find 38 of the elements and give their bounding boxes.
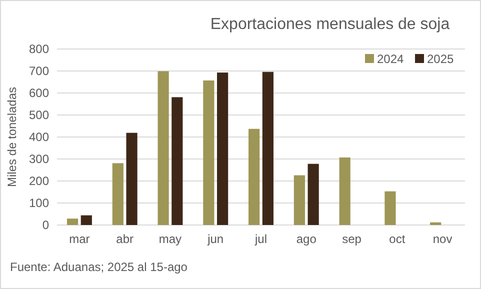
- bar: [217, 72, 228, 225]
- bar: [294, 175, 305, 225]
- chart-title: Exportaciones mensuales de soja: [210, 16, 450, 33]
- x-tick-label: sep: [342, 232, 362, 246]
- bar: [248, 128, 260, 225]
- x-tick-label: abr: [116, 232, 134, 246]
- y-tick-label: 600: [28, 86, 50, 100]
- y-tick-label: 200: [28, 174, 50, 188]
- legend-label: 2024: [377, 52, 404, 66]
- x-tick-label: mar: [69, 232, 90, 246]
- x-tick-label: nov: [432, 232, 452, 246]
- y-tick-label: 100: [28, 196, 50, 210]
- y-axis-title: Miles de toneladas: [5, 86, 19, 188]
- x-tick-label: may: [158, 232, 182, 246]
- y-tick-label: 0: [42, 218, 50, 232]
- x-tick-label: ago: [296, 232, 317, 246]
- x-tick-label: oct: [389, 232, 406, 246]
- y-tick-label: 500: [28, 108, 50, 122]
- y-tick-label: 300: [28, 152, 50, 166]
- x-tick-label: jun: [206, 232, 224, 246]
- bar: [112, 163, 124, 225]
- x-tick-label: jul: [254, 232, 268, 246]
- y-tick-label: 400: [28, 130, 50, 144]
- bar: [339, 157, 350, 225]
- bar: [80, 215, 92, 225]
- bar: [308, 164, 319, 225]
- source-note: Fuente: Aduanas; 2025 al 15-ago: [10, 260, 188, 274]
- bar: [158, 71, 169, 225]
- legend-label: 2025: [427, 52, 454, 66]
- bar: [126, 132, 138, 225]
- bar: [384, 191, 396, 225]
- bar: [430, 222, 442, 225]
- bar: [172, 97, 183, 225]
- y-tick-label: 700: [28, 64, 50, 78]
- y-tick-label: 800: [28, 42, 50, 56]
- bar: [66, 218, 78, 225]
- bar: [262, 72, 274, 225]
- bar: [203, 80, 214, 225]
